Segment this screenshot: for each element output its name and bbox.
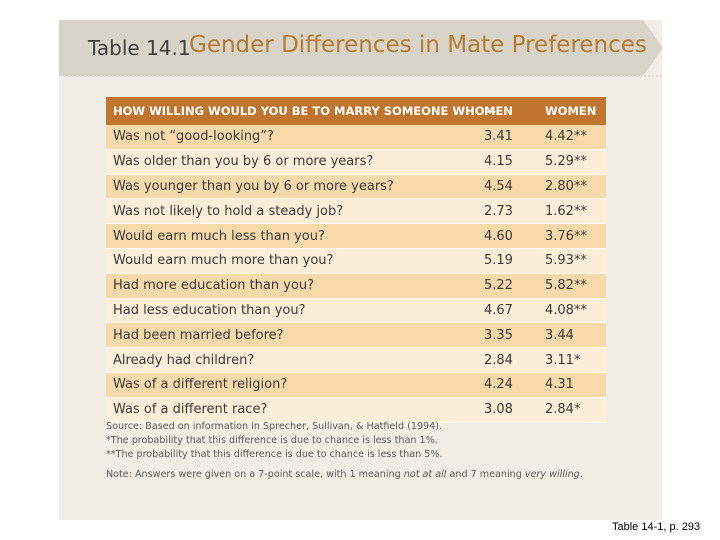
men-score-cell: 4.54	[474, 174, 536, 200]
banner-arrow	[643, 20, 663, 76]
question-cell: Was of a different race?	[106, 397, 474, 423]
question-cell: Would earn much more than you?	[106, 248, 474, 274]
table-row: Was not likely to hold a steady job? 2.73…	[106, 198, 606, 225]
men-score-cell: 4.24	[474, 372, 536, 398]
men-score-cell: 3.41	[474, 125, 536, 150]
question-cell: Was older than you by 6 or more years?	[106, 149, 474, 175]
women-score-cell: 5.82**	[536, 273, 606, 299]
women-score-cell: 4.31	[536, 372, 606, 398]
preferences-table: HOW WILLING WOULD YOU BE TO MARRY SOMEON…	[106, 97, 606, 423]
men-score-cell: 5.19	[474, 248, 536, 274]
women-score-cell: 5.29**	[536, 149, 606, 175]
table-row: Was not “good-looking”? 3.41 4.42**	[106, 125, 606, 150]
question-cell: Was not likely to hold a steady job?	[106, 198, 474, 225]
source-note: Source: Based on information in Sprecher…	[106, 421, 443, 432]
table-row: Would earn much more than you? 5.19 5.93**	[106, 248, 606, 274]
women-score-cell: 4.08**	[536, 298, 606, 324]
men-score-cell: 3.08	[474, 397, 536, 423]
men-score-cell: 5.22	[474, 273, 536, 299]
question-cell: Was of a different religion?	[106, 372, 474, 398]
women-score-cell: 2.84*	[536, 397, 606, 423]
page-title: Gender Differences in Mate Preferences	[189, 32, 647, 58]
table-row: Had been married before? 3.35 3.44	[106, 322, 606, 349]
women-score-cell: 5.93**	[536, 248, 606, 274]
women-score-cell: 3.11*	[536, 347, 606, 373]
question-cell: Had more education than you?	[106, 273, 474, 299]
women-score-cell: 1.62**	[536, 198, 606, 225]
title-banner	[59, 20, 643, 76]
footnote-one-star: *The probability that this difference is…	[106, 435, 438, 446]
column-header-question: HOW WILLING WOULD YOU BE TO MARRY SOMEON…	[106, 97, 496, 125]
women-score-cell: 3.76**	[536, 223, 606, 249]
table-row: Had more education than you? 5.22 5.82**	[106, 273, 606, 299]
footnote-two-star: **The probability that this difference i…	[106, 449, 443, 460]
table-body: Was not “good-looking”? 3.41 4.42** Was old…	[106, 125, 606, 423]
women-score-cell: 4.42**	[536, 125, 606, 150]
question-cell: Already had children?	[106, 347, 474, 373]
table-number: Table 14.1	[88, 36, 191, 60]
figure-caption: Table 14-1, p. 293	[612, 521, 701, 533]
table-row: Was younger than you by 6 or more years?…	[106, 174, 606, 200]
question-cell: Had less education than you?	[106, 298, 474, 324]
men-score-cell: 4.15	[474, 149, 536, 175]
table-row: Would earn much less than you? 4.60 3.76**	[106, 223, 606, 249]
table-row: Was of a different religion? 4.24 4.31	[106, 372, 606, 398]
men-score-cell: 4.60	[474, 223, 536, 249]
question-cell: Was younger than you by 6 or more years?	[106, 174, 474, 200]
men-score-cell: 4.67	[474, 298, 536, 324]
table-row: Already had children? 2.84 3.11*	[106, 347, 606, 373]
men-score-cell: 2.84	[474, 347, 536, 373]
column-header-women: WOMEN	[536, 97, 606, 125]
table-row: Was older than you by 6 or more years? 4.…	[106, 149, 606, 175]
banner-dotted-rule	[59, 75, 662, 77]
question-cell: Had been married before?	[106, 322, 474, 349]
table-row: Was of a different race? 3.08 2.84*	[106, 397, 606, 423]
men-score-cell: 3.35	[474, 322, 536, 349]
women-score-cell: 3.44	[536, 322, 606, 349]
men-score-cell: 2.73	[474, 198, 536, 225]
scale-note: Note: Answers were given on a 7-point sc…	[106, 469, 583, 480]
table-notes: Source: Based on information in Sprecher…	[106, 420, 616, 482]
column-header-men: MEN	[474, 97, 536, 125]
table-header-row: HOW WILLING WOULD YOU BE TO MARRY SOMEON…	[106, 97, 606, 125]
table-row: Had less education than you? 4.67 4.08**	[106, 298, 606, 324]
question-cell: Would earn much less than you?	[106, 223, 474, 249]
question-cell: Was not “good-looking”?	[106, 125, 474, 150]
women-score-cell: 2.80**	[536, 174, 606, 200]
